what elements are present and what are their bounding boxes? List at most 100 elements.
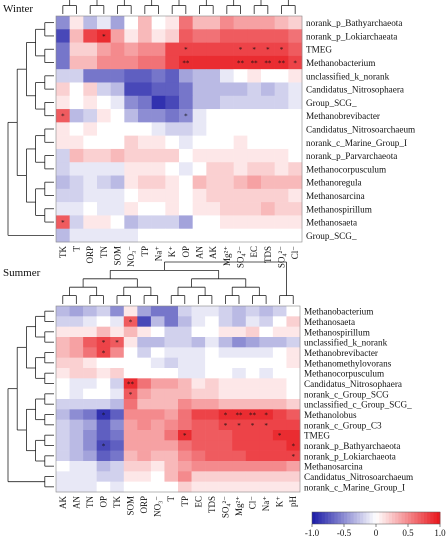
significance-mark: *	[237, 422, 241, 430]
heatmap-cell	[150, 440, 165, 451]
significance-mark: **	[249, 412, 257, 420]
significance-mark: *	[129, 319, 133, 327]
row-label: unclassified_k_norank	[304, 338, 388, 348]
heatmap-cell	[259, 347, 274, 358]
heatmap-cell	[272, 409, 287, 420]
summer-title: Summer	[3, 267, 41, 279]
colorbar-tick-label: 1.0	[434, 528, 446, 538]
heatmap-cell	[96, 326, 111, 338]
heatmap-cell	[69, 316, 84, 327]
colorbar-segment	[420, 512, 425, 524]
significance-mark: *	[264, 422, 268, 430]
row-label: Methanosarcina	[304, 462, 363, 472]
heatmap-cell	[232, 368, 247, 379]
heatmap-cell	[233, 95, 248, 110]
heatmap-cell	[245, 461, 260, 472]
heatmap-cell	[69, 29, 84, 43]
heatmap-cell	[259, 409, 274, 420]
heatmap-cell	[110, 461, 125, 472]
heatmap-cell	[233, 82, 248, 97]
heatmap-cell	[110, 450, 125, 462]
heatmap-cell	[97, 228, 111, 243]
heatmap-cell	[218, 378, 233, 389]
heatmap-cell	[123, 368, 138, 379]
heatmap-cell	[165, 148, 180, 163]
column-label: ORP	[85, 246, 95, 264]
heatmap-cell	[110, 162, 125, 176]
heatmap-cell	[150, 378, 165, 389]
heatmap-cell	[165, 29, 180, 43]
heatmap-cell	[96, 471, 111, 482]
heatmap-cell	[259, 368, 274, 379]
row-label: Methanobrevibacter	[304, 348, 378, 358]
heatmap-cell	[205, 471, 219, 482]
heatmap-cell	[138, 148, 152, 163]
heatmap-cell	[150, 347, 165, 358]
heatmap-cell	[165, 175, 180, 190]
row-label: Methanospirillum	[304, 327, 370, 337]
heatmap-cell	[178, 450, 192, 462]
heatmap-cell	[288, 148, 303, 163]
heatmap-cell	[56, 357, 70, 369]
colorbar-segment	[424, 512, 428, 524]
heatmap-cell	[220, 69, 234, 83]
heatmap-cell	[124, 162, 139, 176]
heatmap-cell	[137, 461, 152, 472]
heatmap-cell	[192, 148, 207, 163]
heatmap-cell	[247, 55, 262, 70]
heatmap-cell	[205, 337, 219, 348]
heatmap-cell	[288, 135, 303, 150]
heatmap-cell	[83, 430, 97, 441]
heatmap-cell	[165, 55, 180, 70]
heatmap-cell	[218, 316, 233, 327]
heatmap-cell	[259, 461, 274, 472]
heatmap-cell	[247, 69, 262, 83]
heatmap-cell	[232, 461, 247, 472]
heatmap-cell	[97, 215, 111, 230]
heatmap-cell	[69, 175, 84, 190]
significance-mark: *	[102, 339, 106, 347]
significance-mark: *	[102, 412, 106, 420]
heatmap-cell	[83, 357, 97, 369]
heatmap-cell	[206, 175, 221, 190]
significance-mark: *	[278, 432, 282, 440]
heatmap-cell	[56, 55, 70, 70]
heatmap-cell	[232, 378, 247, 389]
heatmap-cell	[286, 430, 301, 441]
colorbar-segment	[398, 512, 402, 524]
heatmap-cell	[286, 419, 301, 431]
heatmap-cell	[245, 357, 260, 369]
heatmap-cell	[245, 368, 260, 379]
heatmap-cell	[97, 148, 111, 163]
heatmap-cells: ** * * * *** ** ** ** ** ** **	[56, 16, 303, 243]
row-label: norank_p_Parvarchaeota	[306, 151, 397, 161]
column-dendrogram	[62, 0, 296, 14]
heatmap-cell	[192, 215, 207, 230]
heatmap-cell	[274, 69, 289, 83]
heatmap-cell	[56, 29, 70, 43]
heatmap-cell	[220, 135, 234, 150]
heatmap-cell	[124, 29, 139, 43]
colorbar-segment	[382, 512, 386, 524]
heatmap-cell	[220, 228, 234, 243]
heatmap-cell	[96, 419, 111, 431]
significance-mark: *	[251, 422, 255, 430]
heatmap-cell	[233, 175, 248, 190]
heatmap-cell	[83, 409, 97, 420]
heatmap-cell	[56, 175, 70, 190]
heatmap-cell	[69, 481, 84, 493]
heatmap-cell	[261, 69, 275, 83]
heatmap-cell	[247, 122, 262, 136]
heatmap-cell	[69, 188, 84, 203]
heatmap-cell	[272, 450, 287, 462]
heatmap-cell	[83, 471, 97, 482]
heatmap-cell	[247, 215, 262, 230]
significance-mark: *	[239, 46, 243, 54]
heatmap-cell	[150, 461, 165, 472]
column-label: OP	[98, 496, 108, 508]
heatmap-cell	[97, 42, 111, 57]
heatmap-cell	[56, 215, 70, 230]
column-label: OP	[181, 246, 191, 258]
row-label: Methanosaeta	[306, 218, 357, 228]
